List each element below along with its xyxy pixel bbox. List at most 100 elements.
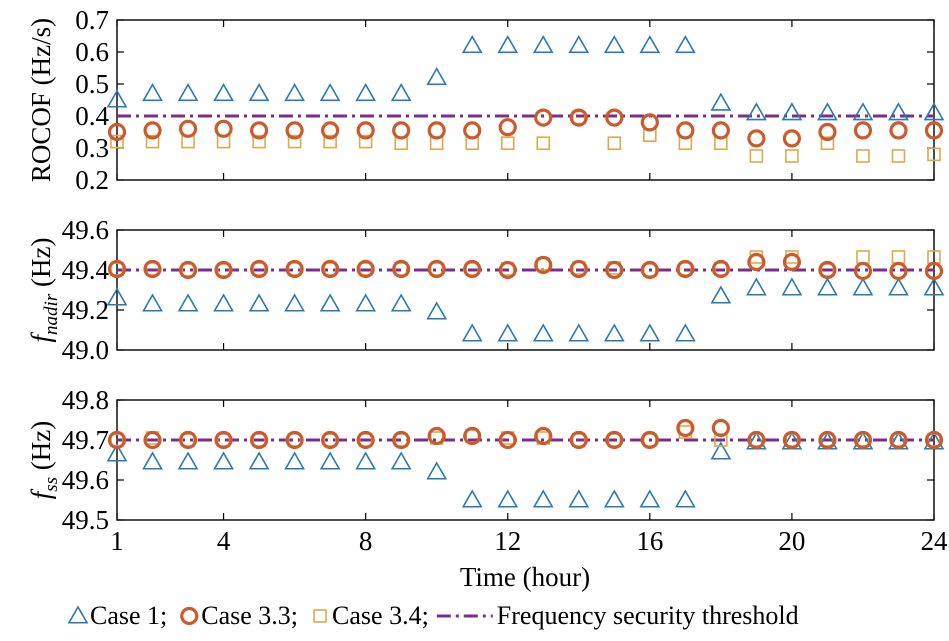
case1-point	[248, 82, 270, 102]
case1-point	[710, 92, 732, 111]
panel-frame	[116, 229, 935, 351]
x-tick-label: 16	[636, 526, 663, 556]
case34-point	[785, 149, 799, 163]
case33-point	[747, 252, 766, 272]
case33-point	[178, 260, 198, 280]
y-axis-label: fnadir (Hz)	[26, 238, 62, 343]
case1-point	[497, 34, 519, 54]
y-axis-label: fss (Hz)	[26, 421, 62, 500]
case1-point	[710, 285, 732, 304]
case33-point	[782, 430, 802, 450]
case33-point	[782, 129, 802, 148]
case33-point	[782, 252, 802, 272]
y-tick-label: 49.2	[62, 295, 109, 325]
x-tick-label: 8	[359, 526, 373, 556]
case33-point	[285, 121, 304, 140]
legend-label: Case 3.4;	[332, 601, 429, 630]
case33-point	[143, 121, 162, 140]
case1-point	[497, 489, 519, 508]
case1-point	[319, 293, 341, 312]
case1-point	[603, 489, 625, 508]
case1-point	[319, 82, 341, 102]
case33-point	[498, 260, 517, 280]
case33-point	[249, 259, 269, 279]
legend-item-threshold: Frequency security threshold	[436, 601, 799, 630]
case33-point	[711, 418, 730, 438]
case33-point	[605, 108, 624, 127]
case1-point	[355, 293, 377, 312]
case33-point	[214, 430, 233, 450]
case33-point	[711, 259, 730, 279]
case34-point	[536, 136, 551, 150]
series-case1	[106, 277, 945, 342]
y-label-unit: (Hz)	[26, 238, 56, 294]
case1-point	[461, 34, 483, 54]
x-tick-label: 20	[778, 526, 805, 556]
case33-point	[676, 418, 695, 438]
case1-point	[603, 323, 625, 342]
case33-point	[747, 430, 766, 450]
case1-point	[674, 34, 696, 54]
case33-point	[676, 121, 695, 140]
y-tick-label: 0.6	[75, 37, 109, 67]
y-tick-label: 0.7	[75, 5, 109, 35]
y-axis-label: ROCOF (Hz/s)	[26, 18, 56, 182]
case33-point	[427, 426, 446, 446]
case1-point	[817, 102, 838, 121]
case33-point	[321, 430, 340, 450]
y-label-subscript: ss	[41, 477, 62, 492]
y-tick-label: 0.3	[75, 133, 109, 163]
x-tick-label: 1	[110, 526, 124, 556]
x-tick-label: 12	[494, 526, 521, 556]
y-tick-label: 0.4	[75, 101, 109, 131]
case33-point	[249, 121, 269, 140]
case33-point	[427, 121, 446, 140]
case1-point	[532, 489, 554, 508]
case33-point	[392, 121, 411, 140]
case33-point	[107, 122, 127, 142]
case1-point	[674, 489, 696, 508]
case34-point	[323, 134, 337, 149]
case33-point	[214, 119, 233, 138]
case1-point	[532, 323, 554, 342]
case1-point	[710, 441, 732, 460]
series-case33	[107, 418, 944, 450]
legend-item-case34: Case 3.4;	[313, 601, 429, 630]
legend-case34-swatch	[313, 609, 327, 623]
panel-frame	[116, 19, 935, 181]
chart-panels: 0.20.30.40.50.60.7 ROCOF (Hz/s) 49.0 49.2 49…	[26, 5, 948, 556]
case33-point	[605, 430, 624, 450]
case1-point	[568, 323, 590, 342]
case1-point	[639, 489, 661, 508]
case33-point	[356, 430, 375, 450]
panel-3: 49.5 49.6 49.7 49.8 1 4 8 12 16 20 24 fss (Hz)	[26, 385, 948, 556]
case1-point	[284, 293, 305, 312]
case34-point	[110, 134, 124, 149]
case33-point	[853, 261, 873, 281]
series-case33	[107, 108, 944, 148]
case33-point	[924, 121, 944, 140]
case1-point	[106, 443, 128, 462]
case1-point	[639, 34, 661, 54]
case34-point	[891, 250, 906, 264]
case1-point	[142, 293, 163, 312]
case34-point	[252, 134, 266, 149]
case1-point	[461, 489, 483, 508]
y-label-subscript: nadir	[41, 293, 62, 335]
y-tick-label: 49.8	[62, 385, 109, 415]
x-tick-label: 4	[217, 526, 231, 556]
case1-point	[355, 82, 377, 102]
legend-case1-swatch	[67, 605, 89, 624]
legend-case33-swatch	[180, 606, 199, 626]
case34-point	[856, 149, 870, 163]
case1-point	[177, 82, 199, 102]
case1-point	[781, 277, 803, 296]
case33-point	[747, 129, 766, 148]
case34-point	[358, 134, 373, 149]
case33-point	[321, 121, 340, 140]
case33-point	[534, 426, 553, 446]
case33-point	[569, 430, 588, 450]
case33-point	[214, 260, 233, 280]
case33-point	[605, 260, 624, 280]
